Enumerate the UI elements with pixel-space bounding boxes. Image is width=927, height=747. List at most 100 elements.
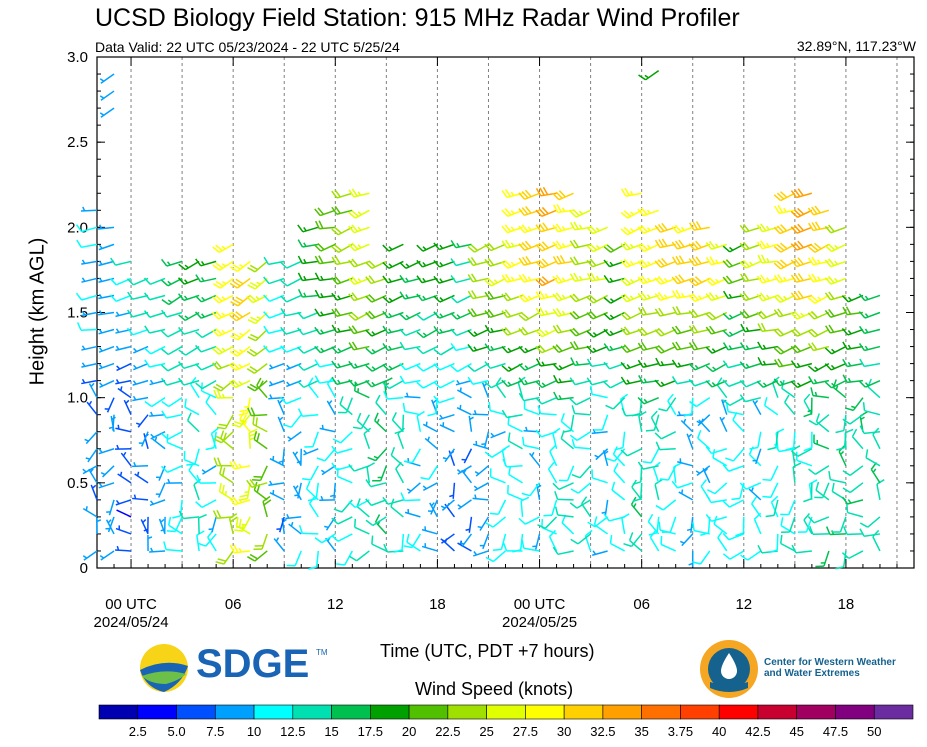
wind-barb (234, 516, 251, 532)
wind-barb (688, 550, 694, 567)
wind-barb (717, 530, 728, 552)
wind-barb-feather (640, 225, 648, 233)
wind-barb-shaft (479, 516, 490, 531)
wind-barb-feather (433, 295, 441, 303)
wind-barb (688, 240, 711, 251)
wind-barb-feather (623, 311, 631, 319)
wind-barb-shaft (660, 543, 677, 552)
wind-barb-feather (524, 240, 532, 249)
wind-barb-feather (742, 309, 750, 318)
wind-barb-shaft (98, 448, 115, 455)
wind-barb-shaft (422, 423, 438, 433)
wind-barb-half-feather (320, 347, 325, 352)
wind-barb-shaft (524, 362, 540, 371)
wind-barb-feather (797, 188, 804, 197)
y-tick-label: 2.5 (67, 134, 88, 151)
wind-barb-feather (507, 432, 511, 442)
wind-barb (501, 379, 523, 388)
wind-barb-feather (824, 245, 833, 252)
wind-barb-feather (709, 256, 716, 265)
wind-barb-shaft (792, 431, 796, 448)
wind-barb-half-feather (864, 328, 869, 333)
wind-barb-feather (416, 293, 423, 302)
wind-barb-half-feather (831, 348, 836, 353)
wind-barb-feather (803, 447, 813, 452)
wind-barb-shaft (421, 528, 438, 535)
wind-barb-shaft (268, 482, 285, 487)
wind-barb (433, 294, 455, 303)
wind-barb-feather (756, 275, 764, 284)
wind-barb (390, 446, 404, 467)
wind-barb-shaft (524, 294, 540, 303)
wind-barb-feather (402, 402, 406, 412)
wind-barb-half-feather (244, 490, 249, 494)
wind-barb-shaft (557, 514, 574, 518)
wind-barb-shaft (484, 431, 490, 448)
wind-barb-half-feather (456, 379, 460, 385)
wind-barb-shaft (541, 396, 557, 405)
wind-barb (298, 525, 319, 535)
wind-barb-feather (367, 456, 376, 462)
wind-barb (277, 416, 285, 433)
wind-barb-shaft (132, 497, 149, 501)
wind-barb-feather (705, 256, 712, 266)
wind-barb (467, 273, 489, 283)
wind-barb (637, 291, 659, 301)
wind-barb-feather (793, 344, 801, 352)
wind-barb-shaft (558, 226, 574, 233)
wind-barb (859, 528, 881, 538)
wind-barb-shaft (166, 413, 183, 419)
wind-barb (739, 361, 762, 370)
wind-barb (467, 257, 489, 267)
wind-barb-shaft (560, 437, 575, 450)
wind-barb-feather (637, 208, 645, 217)
wind-barb (314, 308, 336, 317)
wind-barb (115, 545, 132, 552)
wind-barb-shaft (370, 482, 387, 488)
wind-barb-feather (842, 487, 851, 494)
wind-barb-feather (263, 294, 270, 302)
wind-barb-half-feather (256, 281, 261, 286)
wind-barb-feather (603, 343, 610, 352)
wind-barb-half-feather (238, 463, 242, 468)
wind-barb (200, 382, 217, 399)
wind-barb-feather (512, 549, 521, 553)
wind-barb-shaft (592, 345, 608, 354)
wind-barb (205, 394, 217, 416)
wind-barb (484, 257, 506, 267)
colorbar-swatch (292, 704, 332, 720)
wind-barb-half-feather (531, 451, 535, 457)
wind-barb (658, 397, 677, 412)
wind-barb-shaft (253, 489, 268, 501)
wind-barb-feather (280, 295, 288, 303)
wind-barb-shaft (745, 482, 762, 490)
wind-barb-shaft (472, 294, 489, 300)
wind-barb-shaft (149, 362, 166, 368)
wind-barb-half-feather (525, 426, 528, 432)
wind-barb-feather (356, 498, 361, 507)
wind-barb-shaft (524, 226, 540, 234)
wind-barb (586, 225, 608, 235)
wind-barb (331, 533, 353, 542)
wind-barb (773, 191, 796, 202)
wind-barb-half-feather (320, 469, 326, 474)
wind-barb-shaft (200, 345, 217, 353)
wind-barb-shaft (236, 277, 251, 289)
wind-barb (382, 243, 404, 252)
wind-barb-shaft (158, 482, 166, 498)
wind-barb-shaft (167, 328, 183, 338)
wind-barb (288, 521, 302, 535)
wind-barb-shaft (82, 507, 98, 518)
x-tick-label: 00 UTC (514, 596, 566, 613)
wind-barb-half-feather (629, 243, 634, 248)
wind-barb-shaft (602, 450, 609, 466)
wind-barb (739, 394, 761, 403)
wind-barb (552, 546, 574, 556)
wind-barb (808, 414, 830, 426)
wind-barb (858, 379, 881, 388)
wind-barb (740, 323, 761, 333)
wind-barb-shaft (315, 482, 320, 499)
wind-barb-shaft (711, 516, 727, 523)
wind-barb-half-feather (275, 537, 280, 542)
wind-barb-feather (620, 376, 627, 385)
